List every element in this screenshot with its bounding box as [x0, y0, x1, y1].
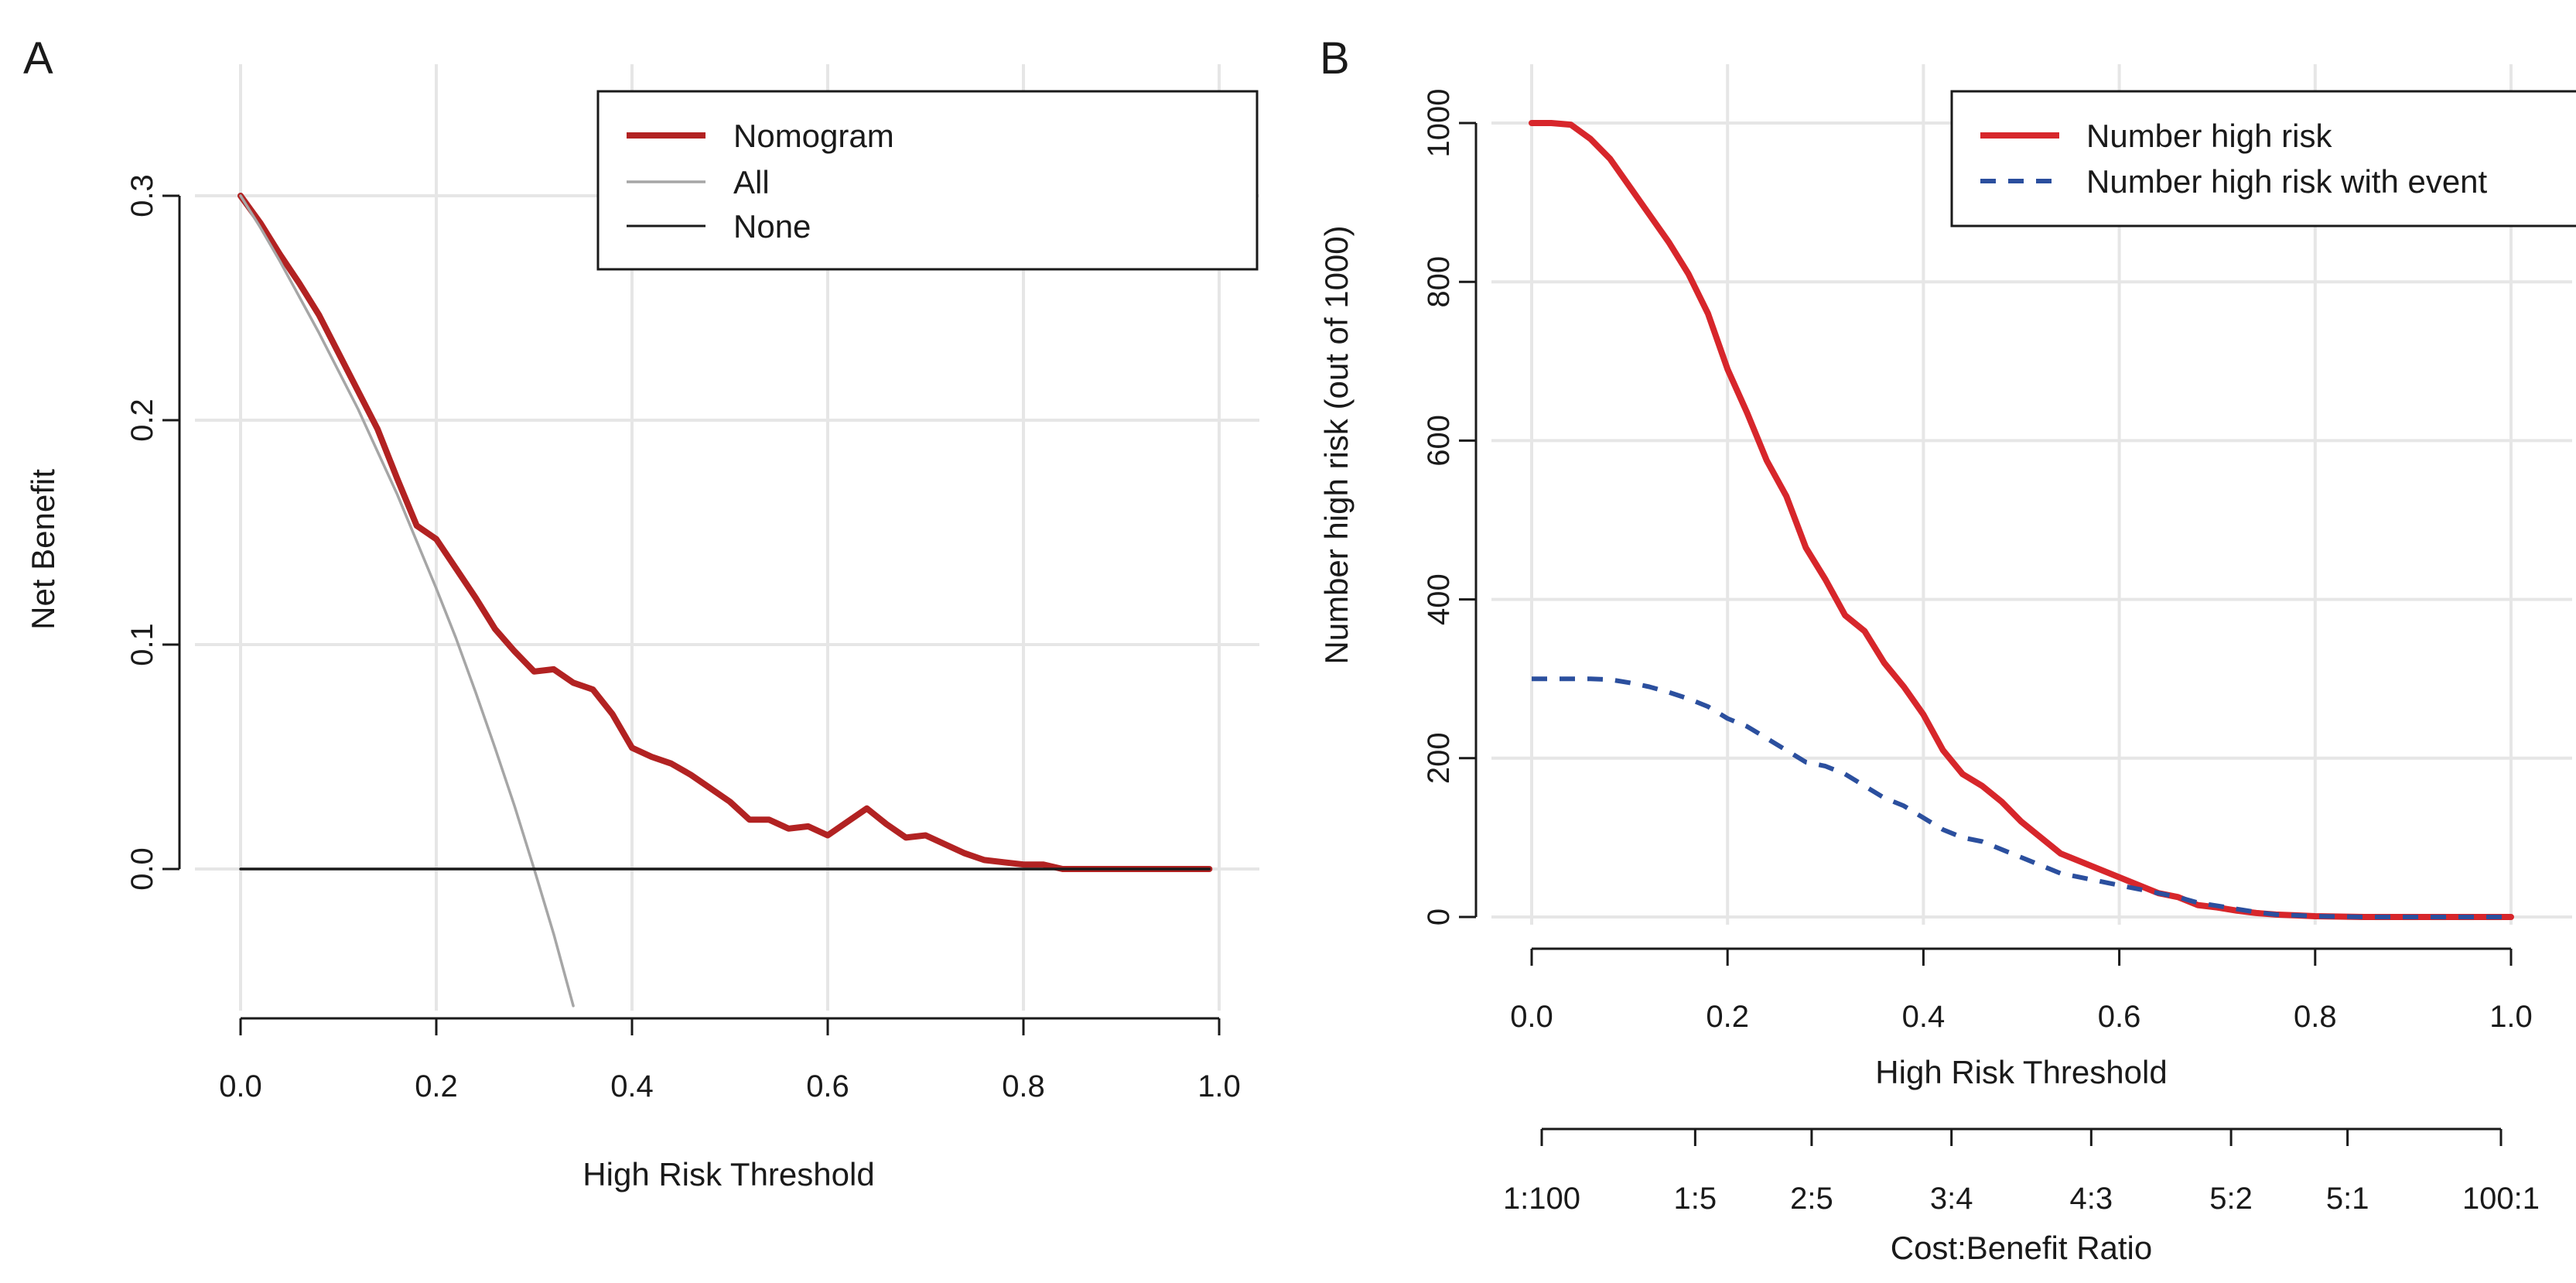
panel-a: A 0.0 0.2 0.4 0.6 0.8 1.0 0.0 0.1 0.2 0.3 High Ri… — [23, 33, 1259, 1192]
panel-a-y-tick-label-1: 0.1 — [125, 623, 159, 666]
panel-b-series-number-high-risk — [1529, 120, 2514, 920]
panel-a-y-tick-label-3: 0.3 — [125, 174, 159, 217]
cost-benefit-tick-label-4: 4:3 — [2070, 1182, 2113, 1216]
legend-label-nomogram: Nomogram — [733, 118, 894, 154]
panel-b-series-number-high-risk-with-event — [1532, 676, 2511, 919]
legend-label-number-high-risk-with-event: Number high risk with event — [2086, 163, 2488, 200]
panel-b: B 0.0 0.2 0.4 0.6 0.8 1.0 0 200 400 600 800 1000 Hi… — [1318, 33, 2576, 1266]
panel-a-y-tick-label-0: 0.0 — [125, 847, 159, 891]
panel-b-y-axis-title: Number high risk (out of 1000) — [1318, 225, 1355, 664]
panel-b-cost-benefit-title: Cost:Benefit Ratio — [1891, 1230, 2153, 1266]
panel-a-x-tick-label-1: 0.2 — [415, 1069, 458, 1103]
panel-b-x-tick-label-1: 0.2 — [1706, 1000, 1749, 1034]
panel-a-y-tick-label-2: 0.2 — [125, 399, 159, 442]
panel-b-y-tick-label-5: 1000 — [1422, 89, 1456, 158]
panel-b-x-tick-label-0: 0.0 — [1510, 1000, 1553, 1034]
panel-a-x-tick-label-4: 0.8 — [1002, 1069, 1045, 1103]
panel-a-series — [237, 193, 1213, 1008]
panel-b-axes: 0.0 0.2 0.4 0.6 0.8 1.0 0 200 400 600 800 1000 — [1422, 89, 2533, 1034]
panel-b-x-tick-label-3: 0.6 — [2098, 1000, 2141, 1034]
panel-b-x-axis-title: High Risk Threshold — [1875, 1054, 2167, 1090]
cost-benefit-tick-label-3: 3:4 — [1930, 1182, 1973, 1216]
panel-a-x-tick-label-5: 1.0 — [1197, 1069, 1241, 1103]
panel-b-y-tick-label-3: 600 — [1422, 415, 1456, 467]
legend-label-all: All — [733, 164, 770, 200]
panel-a-x-axis-title: High Risk Threshold — [583, 1156, 874, 1192]
panel-a-x-tick-label-3: 0.6 — [806, 1069, 849, 1103]
panel-a-x-tick-label-0: 0.0 — [219, 1069, 262, 1103]
legend-label-number-high-risk: Number high risk — [2086, 118, 2332, 154]
cost-benefit-tick-label-5: 5:2 — [2209, 1182, 2253, 1216]
panel-a-legend: Nomogram All None — [596, 90, 1259, 271]
panel-b-series — [1529, 120, 2514, 920]
panel-a-x-tick-label-2: 0.4 — [610, 1069, 654, 1103]
panel-a-legend-box — [596, 90, 1259, 271]
panel-b-x-tick-label-5: 1.0 — [2489, 1000, 2533, 1034]
cost-benefit-tick-label-2: 2:5 — [1790, 1182, 1833, 1216]
panel-a-letter: A — [23, 33, 53, 84]
panel-b-y-tick-label-2: 400 — [1422, 573, 1456, 625]
cost-benefit-tick-label-1: 1:5 — [1674, 1182, 1717, 1216]
panel-b-legend-box — [1950, 90, 2576, 228]
panel-b-legend: Number high risk Number high risk with e… — [1950, 90, 2576, 228]
cost-benefit-tick-label-6: 5:1 — [2326, 1182, 2369, 1216]
panel-b-y-tick-label-1: 200 — [1422, 732, 1456, 784]
panel-b-y-tick-label-4: 800 — [1422, 256, 1456, 308]
panel-b-x-tick-label-2: 0.4 — [1902, 1000, 1946, 1034]
panel-a-series-nomogram — [237, 193, 1213, 872]
cost-benefit-tick-label-7: 100:1 — [2462, 1182, 2540, 1216]
legend-label-none: None — [733, 208, 811, 245]
panel-b-letter: B — [1320, 33, 1350, 84]
cost-benefit-tick-label-0: 1:100 — [1503, 1182, 1580, 1216]
panel-b-x-tick-label-4: 0.8 — [2294, 1000, 2337, 1034]
panel-a-axes: 0.0 0.2 0.4 0.6 0.8 1.0 0.0 0.1 0.2 0.3 — [125, 174, 1241, 1103]
panel-b-y-tick-label-0: 0 — [1422, 908, 1456, 925]
panel-a-y-axis-title: Net Benefit — [25, 469, 61, 630]
panel-b-cost-benefit-axis: 1:100 1:5 2:5 3:4 4:3 5:2 5:1 100:1 — [1503, 1127, 2540, 1216]
panel-a-series-all — [239, 194, 575, 1008]
